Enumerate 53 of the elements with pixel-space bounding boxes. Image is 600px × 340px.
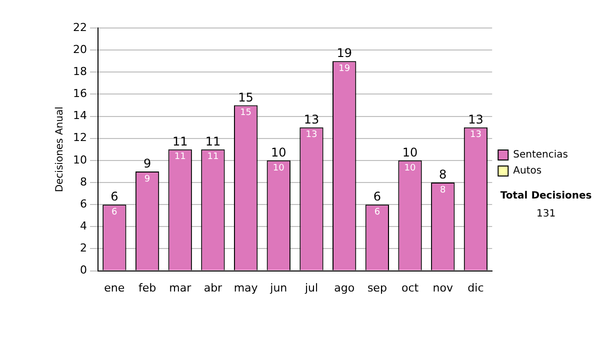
y-axis-title: Decisiones Anual xyxy=(54,106,66,192)
x-tick-label: nov xyxy=(432,281,454,294)
total-label: 6 xyxy=(110,190,118,204)
data-label: 6 xyxy=(374,207,380,218)
total-label: 9 xyxy=(143,156,152,171)
x-tick-label: sep xyxy=(367,281,387,294)
y-tick-label: 14 xyxy=(72,109,87,122)
total-label: 11 xyxy=(172,134,188,149)
data-label: 15 xyxy=(240,108,252,118)
data-label: 11 xyxy=(174,152,186,162)
total-label: 15 xyxy=(238,90,254,104)
total-label: 19 xyxy=(336,46,352,60)
x-tick-label: may xyxy=(234,281,258,294)
y-tick-label: 16 xyxy=(72,87,87,100)
y-tick-label: 22 xyxy=(72,20,87,34)
text: Total Decisiones xyxy=(500,190,592,202)
total-label: 10 xyxy=(402,146,418,160)
total-label: 13 xyxy=(304,112,320,126)
data-label: 8 xyxy=(440,185,446,196)
y-tick-label: 6 xyxy=(80,197,87,210)
data-label: 11 xyxy=(207,152,219,162)
text: 131 xyxy=(536,208,556,220)
y-tick-label: 20 xyxy=(72,42,87,56)
total-label: 13 xyxy=(468,112,484,126)
total-label: 6 xyxy=(373,190,381,204)
x-tick-label: dic xyxy=(468,281,484,294)
y-tick-label: 0 xyxy=(80,264,87,277)
legend-label: Sentencias xyxy=(513,150,568,161)
total-label: 8 xyxy=(439,168,447,182)
x-tick-label: feb xyxy=(138,281,156,294)
data-label: 10 xyxy=(404,163,416,174)
data-label: 6 xyxy=(112,207,118,218)
x-tick-label: oct xyxy=(401,281,420,294)
total-label: 11 xyxy=(205,134,221,149)
x-tick-label: jun xyxy=(269,281,288,294)
data-label: 19 xyxy=(338,64,350,74)
y-tick-label: 8 xyxy=(80,175,87,188)
data-label: 10 xyxy=(272,163,285,174)
x-tick-label: mar xyxy=(169,281,192,294)
legend-label: Autos xyxy=(513,166,542,177)
data-label: 13 xyxy=(306,130,318,140)
data-label: 9 xyxy=(144,174,150,184)
data-label: 13 xyxy=(470,130,482,140)
x-tick-label: jul xyxy=(304,281,318,294)
x-tick-label: ene xyxy=(104,281,125,294)
y-tick-label: 2 xyxy=(80,242,87,255)
y-tick-label: 10 xyxy=(72,153,87,166)
x-tick-label: abr xyxy=(204,281,223,294)
x-tick-label: ago xyxy=(334,281,355,294)
y-tick-label: 18 xyxy=(72,65,87,78)
y-tick-label: 12 xyxy=(72,131,87,144)
y-tick-label: 4 xyxy=(80,220,87,233)
total-label: 10 xyxy=(271,146,286,160)
